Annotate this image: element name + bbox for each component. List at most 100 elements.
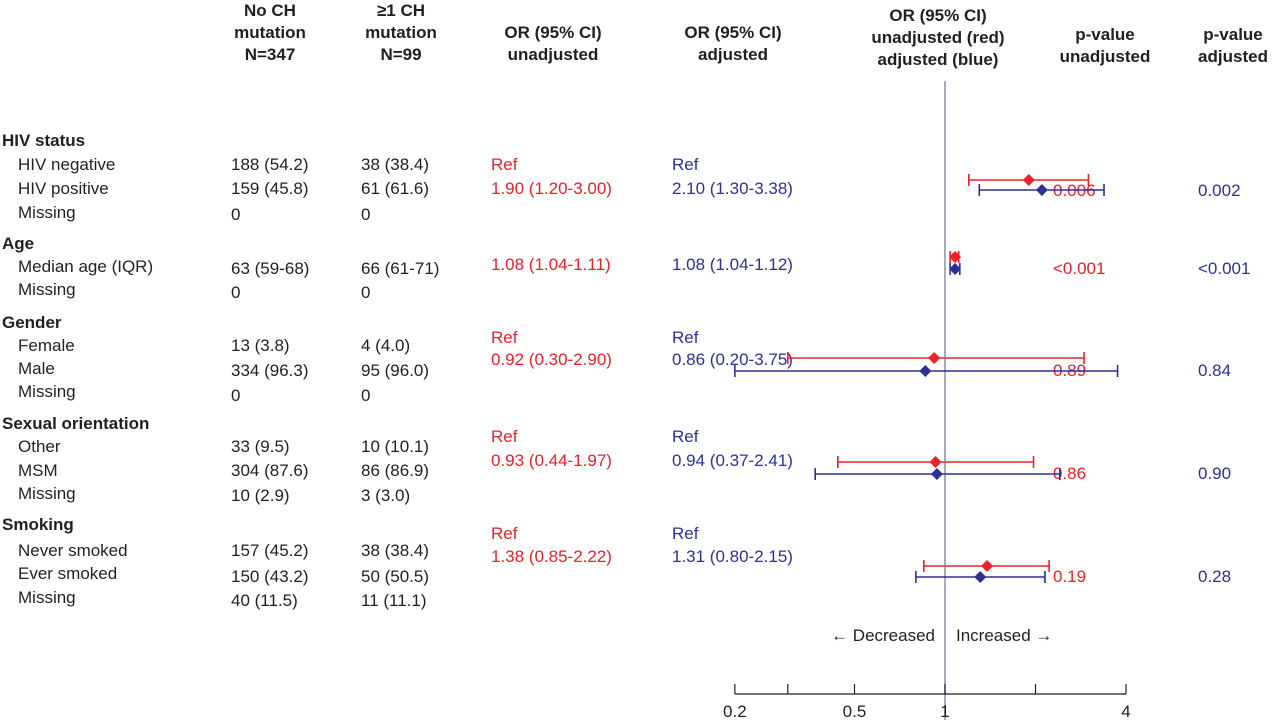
row-label: Never smoked xyxy=(18,541,128,560)
ch-value: 10 (10.1) xyxy=(361,437,430,456)
row-label: Ever smoked xyxy=(18,564,118,583)
ch-value: 0 xyxy=(361,283,371,302)
ch-value: 38 (38.4) xyxy=(361,541,430,560)
row-label: Female xyxy=(18,336,75,355)
or-adjusted-ref: Ref xyxy=(672,524,699,543)
point-estimate-adjusted xyxy=(974,571,987,583)
x-tick-label: 1 xyxy=(940,702,949,720)
header-forest: OR (95% CI) unadjusted (red) adjusted (b… xyxy=(871,6,1005,69)
ci-unadjusted xyxy=(968,174,1090,186)
or-unadjusted-value: 1.38 (0.85-2.22) xyxy=(491,547,612,566)
row-label: Median age (IQR) xyxy=(18,257,154,276)
no-ch-value: 0 xyxy=(231,205,241,224)
or-unadjusted-value: 1.08 (1.04-1.11) xyxy=(491,255,611,274)
point-estimate-unadjusted xyxy=(949,251,962,263)
header-p-unadjusted: p-value unadjusted xyxy=(1059,25,1151,66)
or-unadjusted-value: 0.93 (0.44-1.97) xyxy=(491,451,612,470)
no-ch-value: 188 (54.2) xyxy=(231,155,309,174)
no-ch-value: 10 (2.9) xyxy=(231,486,290,505)
header-or-unadjusted: OR (95% CI) unadjusted xyxy=(504,23,602,64)
section-title-hiv-status: HIV status xyxy=(2,131,86,150)
section-title-gender: Gender xyxy=(2,313,62,332)
point-estimate-unadjusted xyxy=(929,456,942,468)
no-ch-value: 63 (59-68) xyxy=(231,259,310,278)
or-unadjusted-value: 0.92 (0.30-2.90) xyxy=(491,350,612,369)
or-unadjusted-ref: Ref xyxy=(491,155,518,174)
no-ch-value: 0 xyxy=(231,386,241,405)
row-label: Male xyxy=(18,359,55,378)
or-unadjusted-value: 1.90 (1.20-3.00) xyxy=(491,179,612,198)
point-estimate-unadjusted xyxy=(1022,174,1035,186)
or-unadjusted-ref: Ref xyxy=(491,328,518,347)
or-adjusted-value: 2.10 (1.30-3.38) xyxy=(672,179,793,198)
p-adjusted: 0.002 xyxy=(1198,181,1241,200)
row-label: Missing xyxy=(18,203,76,222)
row-label: HIV positive xyxy=(18,179,109,198)
ci-adjusted xyxy=(814,468,1061,480)
section-title-smoking: Smoking xyxy=(2,515,74,534)
row-label: MSM xyxy=(18,461,58,480)
header-or-adjusted: OR (95% CI) adjusted xyxy=(684,23,782,64)
p-adjusted: 0.90 xyxy=(1198,464,1232,483)
ch-value: 61 (61.6) xyxy=(361,179,430,198)
p-unadjusted: 0.86 xyxy=(1053,464,1087,483)
row-label: Missing xyxy=(18,484,76,503)
no-ch-value: 13 (3.8) xyxy=(231,336,290,355)
ch-value: 0 xyxy=(361,386,371,405)
p-adjusted: <0.001 xyxy=(1198,259,1251,278)
row-label: Missing xyxy=(18,280,76,299)
or-adjusted-value: 0.86 (0.20-3.75) xyxy=(672,350,793,369)
or-adjusted-ref: Ref xyxy=(672,328,699,347)
no-ch-value: 157 (45.2) xyxy=(231,541,309,560)
or-adjusted-ref: Ref xyxy=(672,155,699,174)
ch-value: 0 xyxy=(361,205,371,224)
header-no-ch: No CH mutation N=347 xyxy=(234,1,306,64)
ch-value: 38 (38.4) xyxy=(361,155,430,174)
no-ch-value: 33 (9.5) xyxy=(231,437,290,456)
or-unadjusted-ref: Ref xyxy=(491,427,518,446)
ch-value: 86 (86.9) xyxy=(361,461,430,480)
x-tick-label: 4 xyxy=(1121,702,1130,720)
no-ch-value: 334 (96.3) xyxy=(231,361,309,380)
no-ch-value: 150 (43.2) xyxy=(231,567,309,586)
forest-marks xyxy=(734,174,1119,583)
or-adjusted-ref: Ref xyxy=(672,427,699,446)
point-estimate-unadjusted xyxy=(981,560,994,572)
row-label: Missing xyxy=(18,382,76,401)
p-adjusted: 0.28 xyxy=(1198,567,1232,586)
or-unadjusted-ref: Ref xyxy=(491,524,518,543)
ci-adjusted xyxy=(949,263,962,275)
ch-value: 50 (50.5) xyxy=(361,567,430,586)
x-tick-label: 0.2 xyxy=(723,702,747,720)
row-label: Other xyxy=(18,437,61,456)
ch-value: 66 (61-71) xyxy=(361,259,440,278)
p-adjusted: 0.84 xyxy=(1198,361,1232,380)
decreased-label: ← Decreased xyxy=(831,626,935,645)
increased-label: Increased → xyxy=(956,626,1052,645)
point-estimate-adjusted xyxy=(949,263,962,275)
p-unadjusted: 0.19 xyxy=(1053,567,1087,586)
ci-adjusted xyxy=(978,184,1105,196)
header-ch: ≥1 CH mutation N=99 xyxy=(365,1,437,64)
ci-unadjusted xyxy=(837,456,1035,468)
header-p-adjusted: p-value adjusted xyxy=(1198,25,1268,66)
no-ch-value: 40 (11.5) xyxy=(231,591,298,610)
ch-value: 4 (4.0) xyxy=(361,336,411,355)
ch-value: 3 (3.0) xyxy=(361,486,411,505)
x-axis-ticks: 0.2 0.5 1 4 xyxy=(723,684,1131,720)
ci-adjusted xyxy=(915,571,1046,583)
row-label: HIV negative xyxy=(18,155,116,174)
row-label: Missing xyxy=(18,588,76,607)
no-ch-value: 304 (87.6) xyxy=(231,461,309,480)
ch-value: 95 (96.0) xyxy=(361,361,430,380)
x-tick-label: 0.5 xyxy=(843,702,867,720)
ch-value: 11 (11.1) xyxy=(361,591,427,610)
ci-unadjusted xyxy=(787,352,1085,364)
no-ch-value: 159 (45.8) xyxy=(231,179,309,198)
or-adjusted-value: 1.31 (0.80-2.15) xyxy=(672,547,793,566)
p-unadjusted: <0.001 xyxy=(1053,259,1106,278)
no-ch-value: 0 xyxy=(231,283,241,302)
ci-unadjusted xyxy=(922,560,1050,572)
point-estimate-adjusted xyxy=(930,468,943,480)
